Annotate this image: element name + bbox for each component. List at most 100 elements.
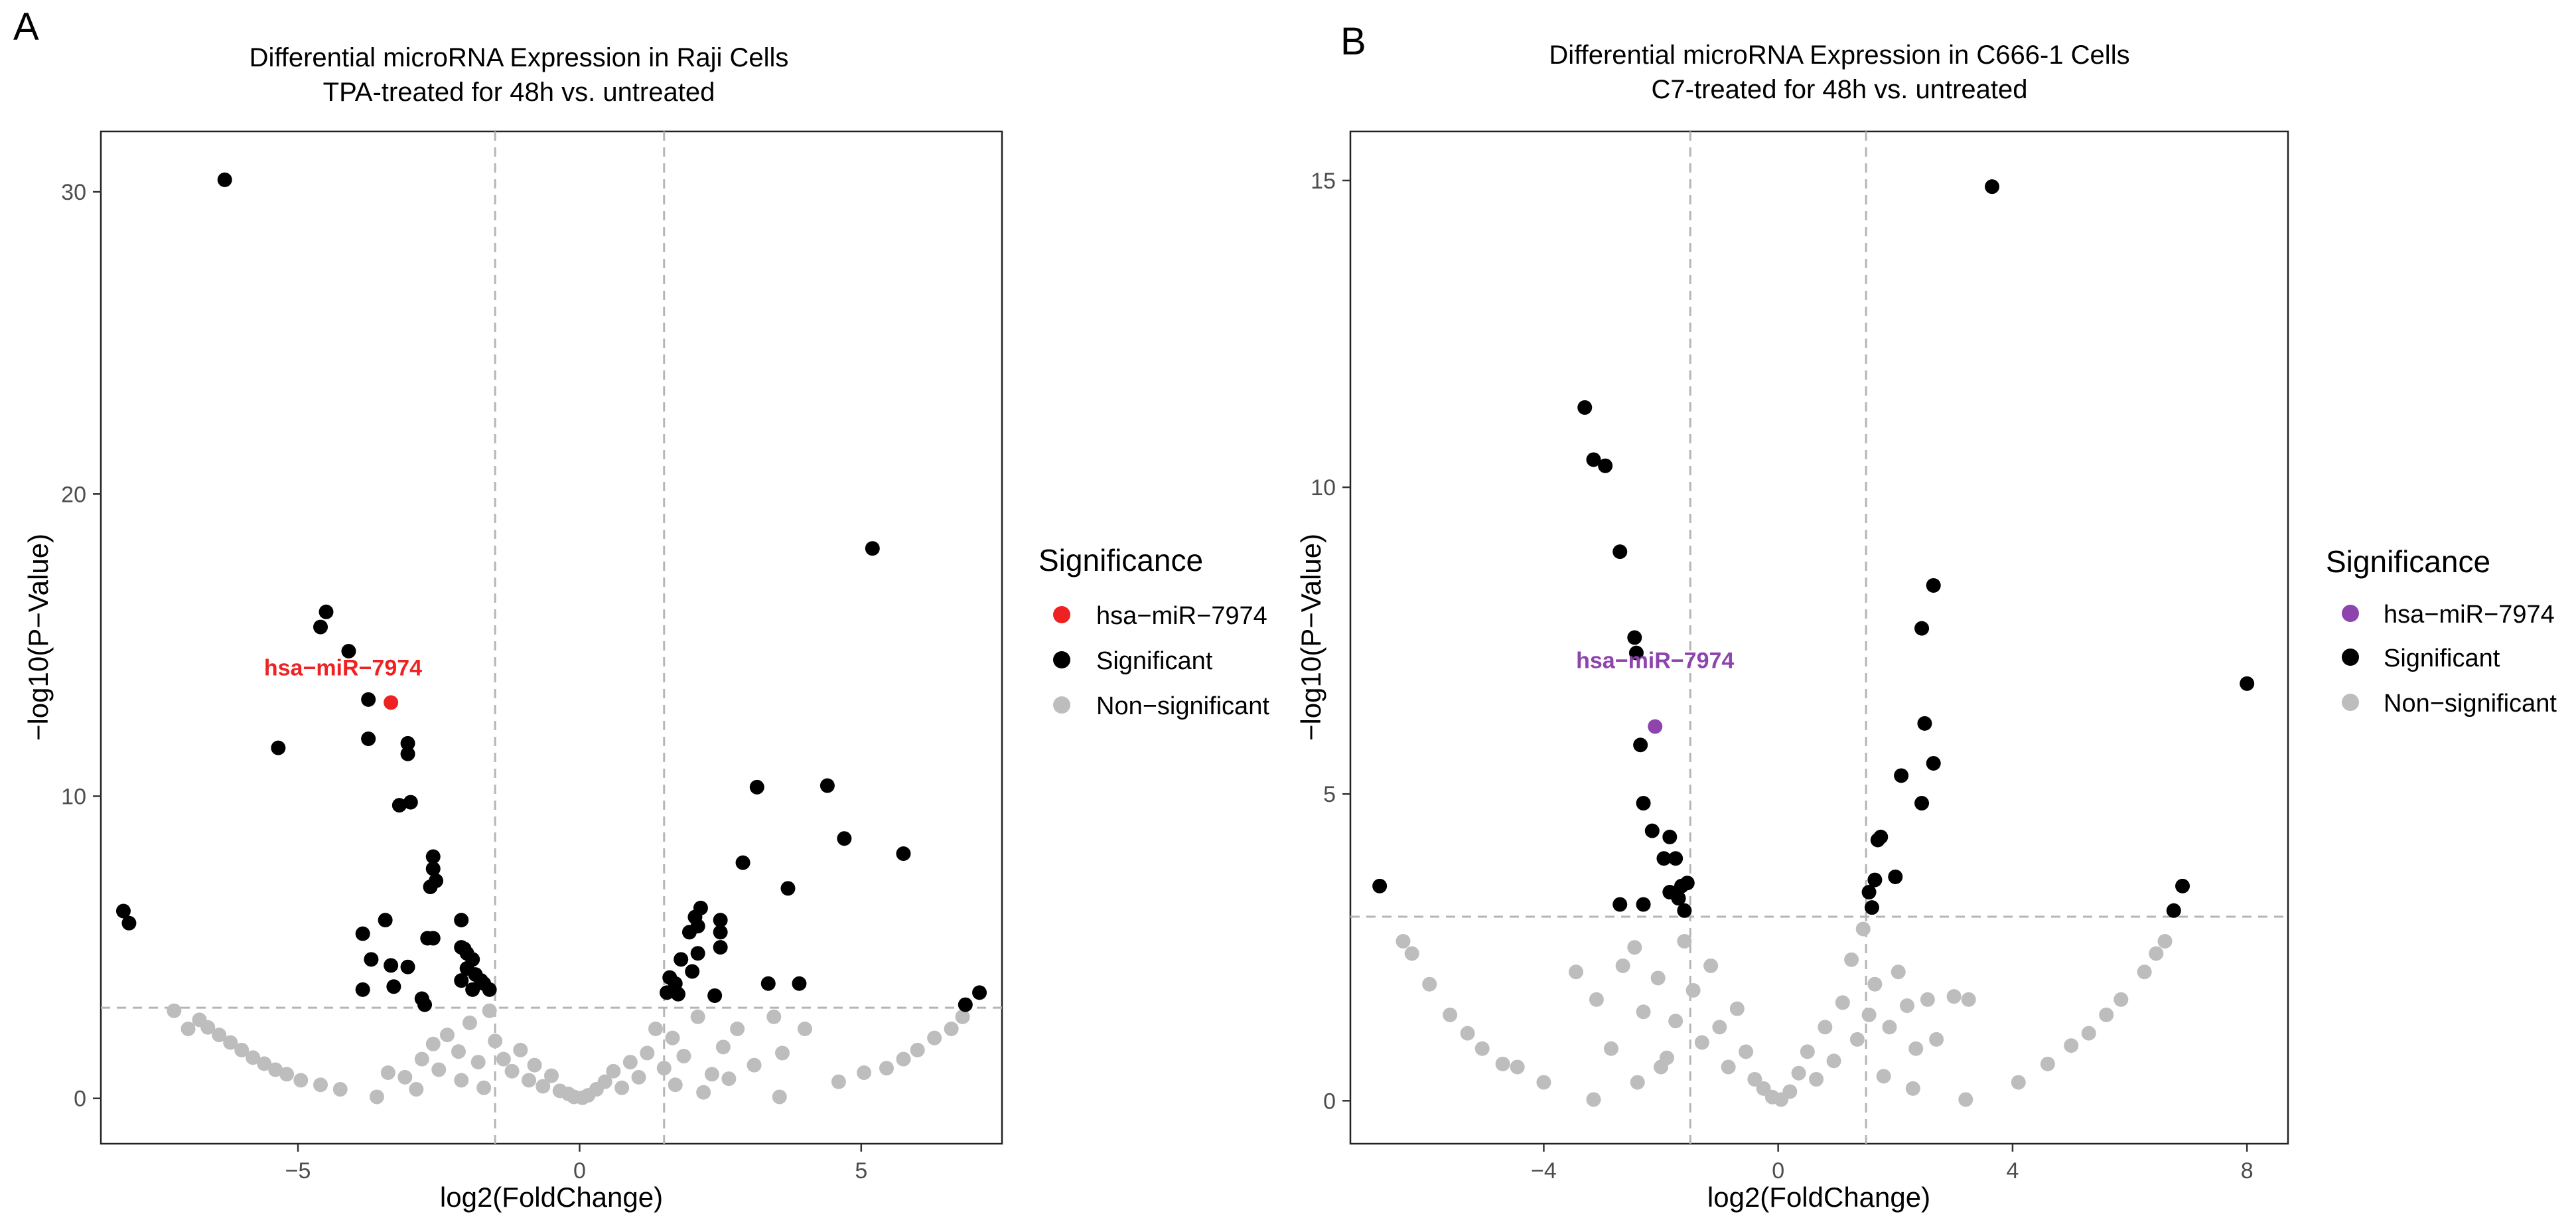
nonsig-point (1630, 1075, 1645, 1090)
nonsig-point (1958, 1092, 1973, 1107)
panel-b: B Differential microRNA Expression in C6… (1295, 20, 2557, 1213)
sig-point (361, 692, 376, 707)
sig-point (749, 779, 764, 795)
nonsig-point (622, 1055, 638, 1070)
x-tick-label: 0 (1772, 1158, 1784, 1184)
x-tick-label: −5 (285, 1158, 311, 1184)
nonsig-point (730, 1022, 745, 1037)
sig-point (670, 986, 685, 1002)
sig-point (417, 997, 433, 1012)
nonsig-point (1721, 1059, 1736, 1075)
panel-b-legend-key-nonsig (2342, 694, 2359, 711)
nonsig-point (1929, 1032, 1944, 1047)
nonsig-point (1589, 992, 1604, 1007)
sig-point (1586, 452, 1601, 467)
nonsig-point (1809, 1071, 1824, 1087)
nonsig-point (1569, 964, 1584, 980)
nonsig-point (1703, 958, 1719, 973)
panel-a-legend-title: Significance (1038, 543, 1203, 577)
sig-point (674, 952, 689, 967)
nonsig-point (454, 1073, 469, 1088)
nonsig-point (1867, 976, 1883, 992)
panel-a-xlabel: log2(FoldChange) (440, 1182, 663, 1213)
sig-point (865, 541, 880, 556)
panel-a-legend-label-nonsig: Non−significant (1096, 692, 1269, 720)
sig-point (425, 861, 441, 876)
nonsig-point (1603, 1041, 1618, 1056)
sig-point (792, 976, 807, 991)
sig-point (403, 795, 418, 810)
sig-point (425, 931, 441, 946)
highlight-point (1648, 719, 1663, 734)
sig-point (454, 973, 469, 988)
sig-point (392, 798, 407, 813)
nonsig-point (212, 1028, 227, 1043)
sig-point (121, 915, 137, 931)
nonsig-point (1443, 1007, 1458, 1022)
sig-point (2175, 878, 2190, 893)
sig-point (735, 855, 751, 870)
x-tick-label: 8 (2241, 1158, 2254, 1184)
sig-point (896, 846, 911, 861)
sig-point (1864, 900, 1879, 915)
sig-point (707, 988, 723, 1003)
nonsig-point (527, 1057, 542, 1073)
nonsig-point (369, 1089, 384, 1105)
sig-point (217, 172, 232, 187)
nonsig-point (896, 1051, 911, 1067)
sig-point (1671, 891, 1686, 906)
nonsig-point (1395, 934, 1411, 949)
sig-point (1894, 768, 1909, 783)
sig-point (1633, 737, 1648, 753)
sig-point (355, 926, 370, 941)
nonsig-point (1729, 1001, 1745, 1016)
nonsig-point (496, 1051, 511, 1067)
y-tick-label: 20 (61, 482, 86, 507)
nonsig-point (223, 1035, 238, 1050)
sig-point (1598, 458, 1613, 473)
nonsig-point (246, 1050, 261, 1065)
nonsig-point (648, 1022, 664, 1037)
sig-point (1917, 716, 1932, 731)
nonsig-point (1654, 1059, 1669, 1075)
nonsig-point (167, 1003, 182, 1018)
nonsig-point (772, 1089, 787, 1105)
sig-point (1870, 832, 1885, 848)
sig-point (1372, 878, 1388, 893)
nonsig-point (522, 1073, 537, 1088)
sig-point (361, 731, 376, 746)
nonsig-point (2011, 1075, 2026, 1090)
nonsig-point (797, 1022, 812, 1037)
nonsig-point (293, 1073, 309, 1088)
nonsig-point (1908, 1041, 1924, 1056)
nonsig-point (1835, 995, 1850, 1010)
sig-point (1926, 577, 1941, 593)
panel-b-sig-points (1372, 179, 2255, 918)
nonsig-point (1782, 1084, 1798, 1099)
nonsig-point (1495, 1056, 1510, 1071)
panel-a-label: A (13, 5, 39, 48)
sig-point (1914, 621, 1930, 636)
y-tick-label: 0 (74, 1087, 86, 1112)
nonsig-point (414, 1051, 429, 1067)
sig-point (2240, 676, 2255, 691)
panel-a-legend-label-highlight: hsa−miR−7974 (1096, 602, 1267, 630)
sig-point (1612, 897, 1628, 912)
sig-point (378, 913, 393, 928)
nonsig-point (631, 1069, 646, 1085)
panel-a-title: Differential microRNA Expression in Raji… (250, 43, 789, 72)
nonsig-point (1882, 1020, 1897, 1035)
panel-a: A Differential microRNA Expression in Ra… (13, 5, 1269, 1213)
sig-point (713, 940, 728, 955)
nonsig-point (857, 1065, 872, 1081)
nonsig-point (715, 1039, 731, 1055)
nonsig-point (2081, 1026, 2096, 1041)
sig-point (1926, 755, 1941, 771)
nonsig-point (1586, 1092, 1601, 1107)
panel-b-label: B (1340, 20, 1366, 63)
y-tick-label: 30 (61, 180, 86, 205)
nonsig-point (439, 1028, 455, 1043)
nonsig-point (332, 1082, 348, 1097)
sig-point (313, 619, 328, 635)
